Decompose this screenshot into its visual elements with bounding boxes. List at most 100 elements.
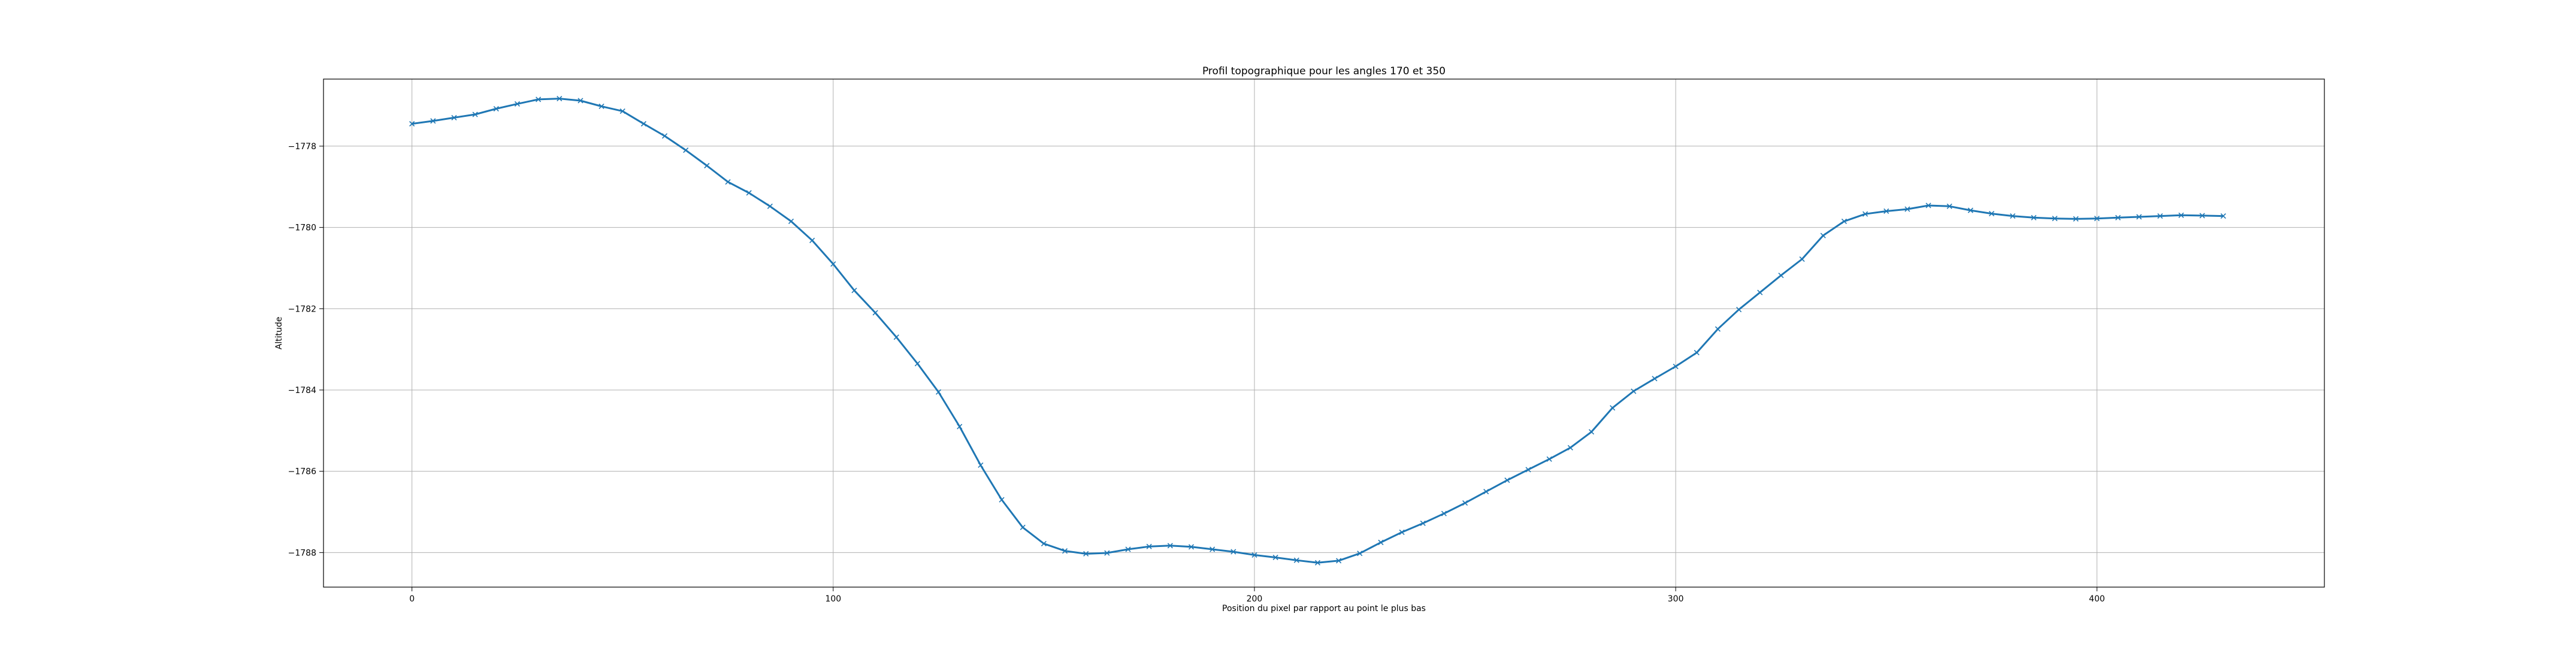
chart-title: Profil topographique pour les angles 170… xyxy=(1202,65,1446,77)
data-point-marker xyxy=(1841,218,1847,225)
x-tick-label: 400 xyxy=(2089,594,2105,604)
data-point-marker xyxy=(1567,445,1573,451)
x-tick-label: 300 xyxy=(1668,594,1684,604)
data-point-marker xyxy=(1125,546,1131,552)
data-point-marker xyxy=(578,98,583,104)
data-point-marker xyxy=(536,96,542,102)
data-point-marker xyxy=(661,133,668,139)
data-point-marker xyxy=(2178,212,2184,218)
data-point-marker xyxy=(1946,203,1952,209)
data-point-marker xyxy=(2220,213,2226,219)
data-point-marker xyxy=(1862,211,1868,217)
data-point-marker xyxy=(1778,273,1784,279)
data-point-marker xyxy=(2136,214,2142,220)
data-point-marker xyxy=(598,103,604,110)
data-point-marker xyxy=(1083,551,1089,557)
data-point-marker xyxy=(1441,510,1447,516)
data-point-marker xyxy=(451,114,457,121)
data-point-marker xyxy=(1504,477,1510,483)
grid xyxy=(323,79,2324,587)
data-point-marker xyxy=(1673,364,1679,370)
data-point-marker xyxy=(1210,546,1216,552)
y-tick-label: −1782 xyxy=(288,304,316,314)
data-point-marker xyxy=(957,424,963,430)
data-point-marker xyxy=(1146,543,1152,549)
data-point-marker xyxy=(914,361,921,367)
data-point-marker xyxy=(1420,520,1426,527)
data-point-marker xyxy=(1715,326,1721,332)
y-tick-label: −1784 xyxy=(288,386,316,395)
data-point-marker xyxy=(851,288,857,294)
data-point-marker xyxy=(1041,540,1047,546)
y-axis-label: Altitude xyxy=(274,317,284,350)
y-tick-label: −1780 xyxy=(288,223,316,233)
data-point-marker xyxy=(704,162,710,169)
data-point-marker xyxy=(830,261,836,267)
data-point-marker xyxy=(809,237,815,243)
data-point-marker xyxy=(2052,216,2058,222)
data-point-marker xyxy=(472,111,478,117)
data-point-marker xyxy=(1631,388,1637,394)
data-point-marker xyxy=(1293,557,1299,563)
data-point-marker xyxy=(893,334,899,340)
data-point-marker xyxy=(1020,524,1026,530)
data-point-marker xyxy=(430,118,436,124)
y-tick-label: −1786 xyxy=(288,467,316,477)
data-point-marker xyxy=(2031,214,2037,220)
data-point-marker xyxy=(1167,543,1173,549)
data-point-marker xyxy=(683,147,689,153)
plot-frame xyxy=(323,78,2325,588)
data-point-marker xyxy=(1820,232,1826,238)
data-point-marker xyxy=(1251,552,1257,558)
data-point-marker xyxy=(1967,207,1973,213)
data-point-marker xyxy=(1694,349,1700,356)
data-point-marker xyxy=(1925,202,1931,208)
data-point-marker xyxy=(1462,500,1468,506)
data-point-marker xyxy=(1588,429,1595,435)
data-point-marker xyxy=(1757,289,1763,295)
axis-ticks: 0 100 200 300 400 −1778 −1780 −1782 −1784 −1786 −1… xyxy=(288,142,2105,604)
y-tick-label: −1778 xyxy=(288,142,316,152)
x-tick-label: 0 xyxy=(409,594,415,604)
data-point-marker xyxy=(936,389,942,395)
data-point-marker xyxy=(493,105,499,112)
data-point-marker xyxy=(2157,213,2163,219)
data-point-marker xyxy=(1336,558,1342,564)
data-point-marker xyxy=(619,108,625,114)
x-tick-label: 200 xyxy=(1247,594,1263,604)
data-point-marker xyxy=(2094,216,2100,222)
data-point-marker xyxy=(1736,307,1742,313)
data-point-marker xyxy=(999,497,1005,503)
data-point-marker xyxy=(2073,216,2079,222)
data-point-marker xyxy=(1525,467,1531,473)
data-point-marker xyxy=(1230,549,1236,555)
data-point-marker xyxy=(725,179,731,185)
data-point-marker xyxy=(514,101,521,107)
data-point-marker xyxy=(978,462,984,468)
data-point-marker xyxy=(1610,405,1616,411)
data-point-marker xyxy=(1399,529,1405,535)
data-point-marker xyxy=(1272,554,1278,561)
data-point-marker xyxy=(1104,550,1110,556)
series xyxy=(409,95,2226,566)
data-point-marker xyxy=(2115,214,2121,220)
data-point-marker xyxy=(872,310,878,316)
data-point-marker xyxy=(1314,560,1321,566)
data-point-marker xyxy=(2010,213,2016,219)
data-point-marker xyxy=(788,218,794,225)
data-point-marker xyxy=(1378,539,1384,545)
data-point-marker xyxy=(746,190,752,196)
data-point-marker xyxy=(557,95,563,102)
data-point-marker xyxy=(1883,208,1889,214)
data-point-marker xyxy=(1546,456,1552,462)
data-point-marker xyxy=(1904,206,1910,212)
data-point-marker xyxy=(1357,551,1363,557)
x-axis-label: Position du pixel par rapport au point l… xyxy=(1222,604,1426,613)
data-point-marker xyxy=(409,121,415,127)
data-point-marker xyxy=(1483,489,1489,495)
x-tick-label: 100 xyxy=(825,594,841,604)
data-point-marker xyxy=(2199,213,2205,219)
data-point-marker xyxy=(1062,548,1068,554)
data-point-marker xyxy=(1988,210,1995,217)
